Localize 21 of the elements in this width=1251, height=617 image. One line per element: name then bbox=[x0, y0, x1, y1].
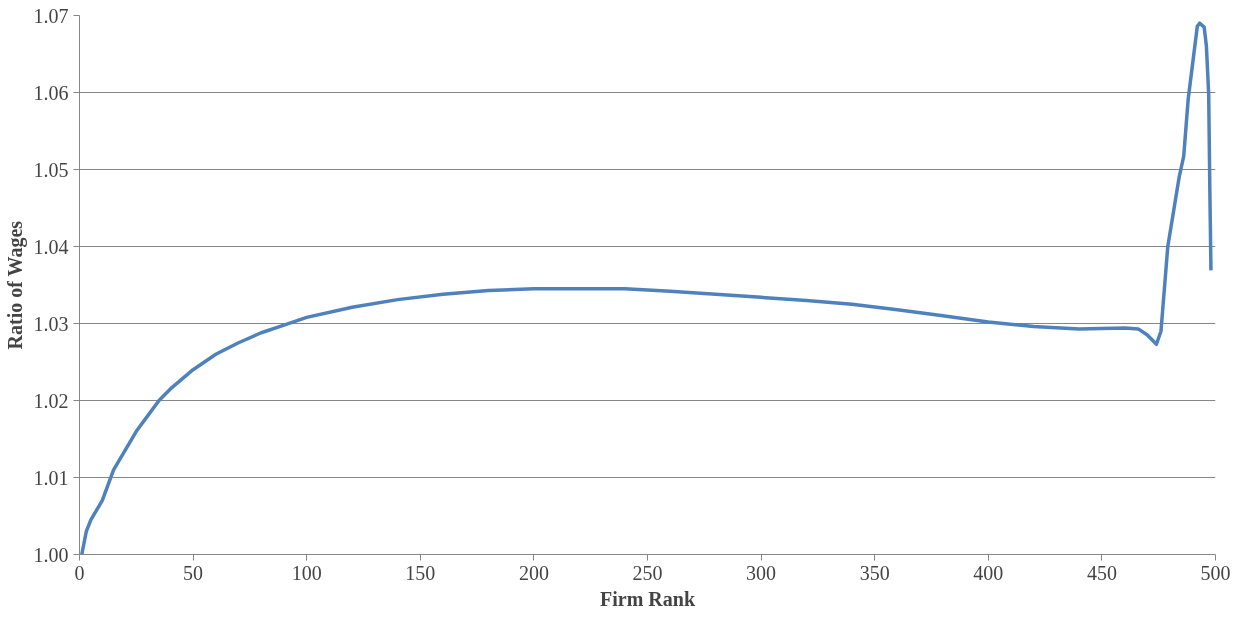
y-tick-label: 1.00 bbox=[33, 543, 69, 566]
x-tick-label: 400 bbox=[973, 561, 1004, 584]
x-axis-title: Firm Rank bbox=[600, 587, 696, 610]
x-tick-label: 200 bbox=[518, 561, 549, 584]
y-axis-title: Ratio of Wages bbox=[3, 220, 27, 350]
y-tick-label: 1.02 bbox=[33, 389, 69, 412]
y-tick-label: 1.03 bbox=[33, 312, 69, 335]
x-tick-label: 300 bbox=[746, 561, 777, 584]
x-tick-label: 250 bbox=[632, 561, 663, 584]
x-tick-label: 500 bbox=[1200, 561, 1231, 584]
y-tick-label: 1.07 bbox=[33, 4, 69, 27]
x-tick-label: 100 bbox=[291, 561, 322, 584]
x-tick-label: 0 bbox=[74, 561, 85, 584]
y-tick-label: 1.01 bbox=[33, 466, 69, 489]
y-tick-label: 1.05 bbox=[33, 158, 69, 181]
y-tick-label: 1.04 bbox=[33, 235, 69, 258]
x-tick-label: 50 bbox=[183, 561, 204, 584]
x-tick-label: 150 bbox=[405, 561, 436, 584]
y-tick-label: 1.06 bbox=[33, 81, 69, 104]
x-tick-label: 350 bbox=[859, 561, 890, 584]
x-tick-label: 450 bbox=[1086, 561, 1117, 584]
